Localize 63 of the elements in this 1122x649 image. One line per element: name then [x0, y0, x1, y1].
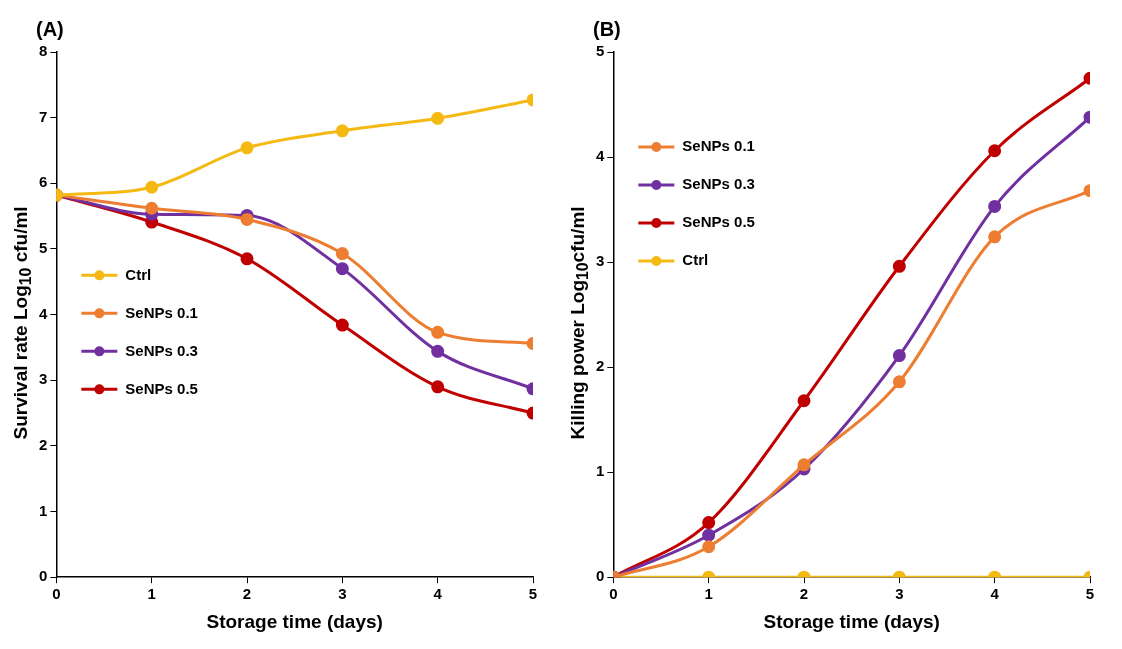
x-tick-label: 0: [52, 585, 61, 603]
x-tick-label: 1: [147, 585, 156, 603]
x-tick-label: 4: [990, 585, 1000, 603]
point: [335, 318, 349, 332]
x-tick-label: 5: [1085, 585, 1095, 603]
y-tick-label: 6: [39, 173, 48, 191]
y-tick-label: 0: [39, 567, 48, 585]
point: [335, 262, 349, 276]
chart-title: (B): [593, 17, 621, 40]
y-tick-label: 4: [39, 304, 48, 322]
y-tick-label: 0: [596, 567, 605, 585]
point: [988, 230, 1002, 244]
x-tick-label: 3: [895, 585, 904, 603]
x-axis-title: Storage time (days): [763, 610, 940, 632]
legend-label: SeNPs 0.1: [682, 137, 755, 155]
point: [145, 201, 159, 215]
point: [240, 141, 254, 155]
y-tick-label: 3: [596, 252, 605, 270]
x-tick-label: 3: [338, 585, 347, 603]
point: [797, 394, 811, 408]
point: [892, 349, 906, 363]
y-tick-label: 2: [596, 357, 605, 375]
y-tick-label: 5: [39, 239, 48, 257]
x-tick-label: 4: [433, 585, 443, 603]
legend-label: SeNPs 0.3: [125, 341, 198, 359]
point: [702, 528, 716, 542]
point: [240, 212, 254, 226]
point: [988, 144, 1002, 158]
legend-label: SeNPs 0.5: [125, 379, 198, 397]
point: [797, 458, 811, 472]
x-tick-label: 5: [528, 585, 538, 603]
x-tick-label: 0: [609, 585, 618, 603]
x-tick-label: 2: [242, 585, 252, 603]
y-tick-label: 2: [39, 436, 48, 454]
legend-label: SeNPs 0.5: [682, 213, 755, 231]
legend-label: Ctrl: [682, 251, 709, 269]
point: [145, 180, 159, 194]
point: [335, 124, 349, 138]
point: [431, 111, 445, 125]
x-tick-label: 2: [799, 585, 809, 603]
point: [702, 516, 716, 530]
point: [988, 199, 1002, 213]
point: [892, 375, 906, 389]
y-tick-label: 7: [39, 107, 48, 125]
chart-title: (A): [36, 17, 64, 40]
point: [335, 247, 349, 261]
point: [240, 252, 254, 266]
point: [431, 325, 445, 339]
y-tick-label: 8: [39, 42, 48, 60]
point: [702, 540, 716, 554]
y-tick-label: 1: [39, 501, 48, 519]
y-tick-label: 5: [596, 42, 605, 60]
y-tick-label: 1: [596, 462, 605, 480]
legend-label: SeNPs 0.1: [125, 303, 198, 321]
y-tick-label: 3: [39, 370, 48, 388]
legend-label: SeNPs 0.3: [682, 175, 755, 193]
point: [431, 380, 445, 394]
x-tick-label: 1: [704, 585, 713, 603]
x-axis-title: Storage time (days): [206, 610, 383, 632]
y-tick-label: 4: [596, 147, 605, 165]
legend-label: Ctrl: [125, 265, 152, 283]
point: [431, 344, 445, 358]
point: [892, 259, 906, 273]
